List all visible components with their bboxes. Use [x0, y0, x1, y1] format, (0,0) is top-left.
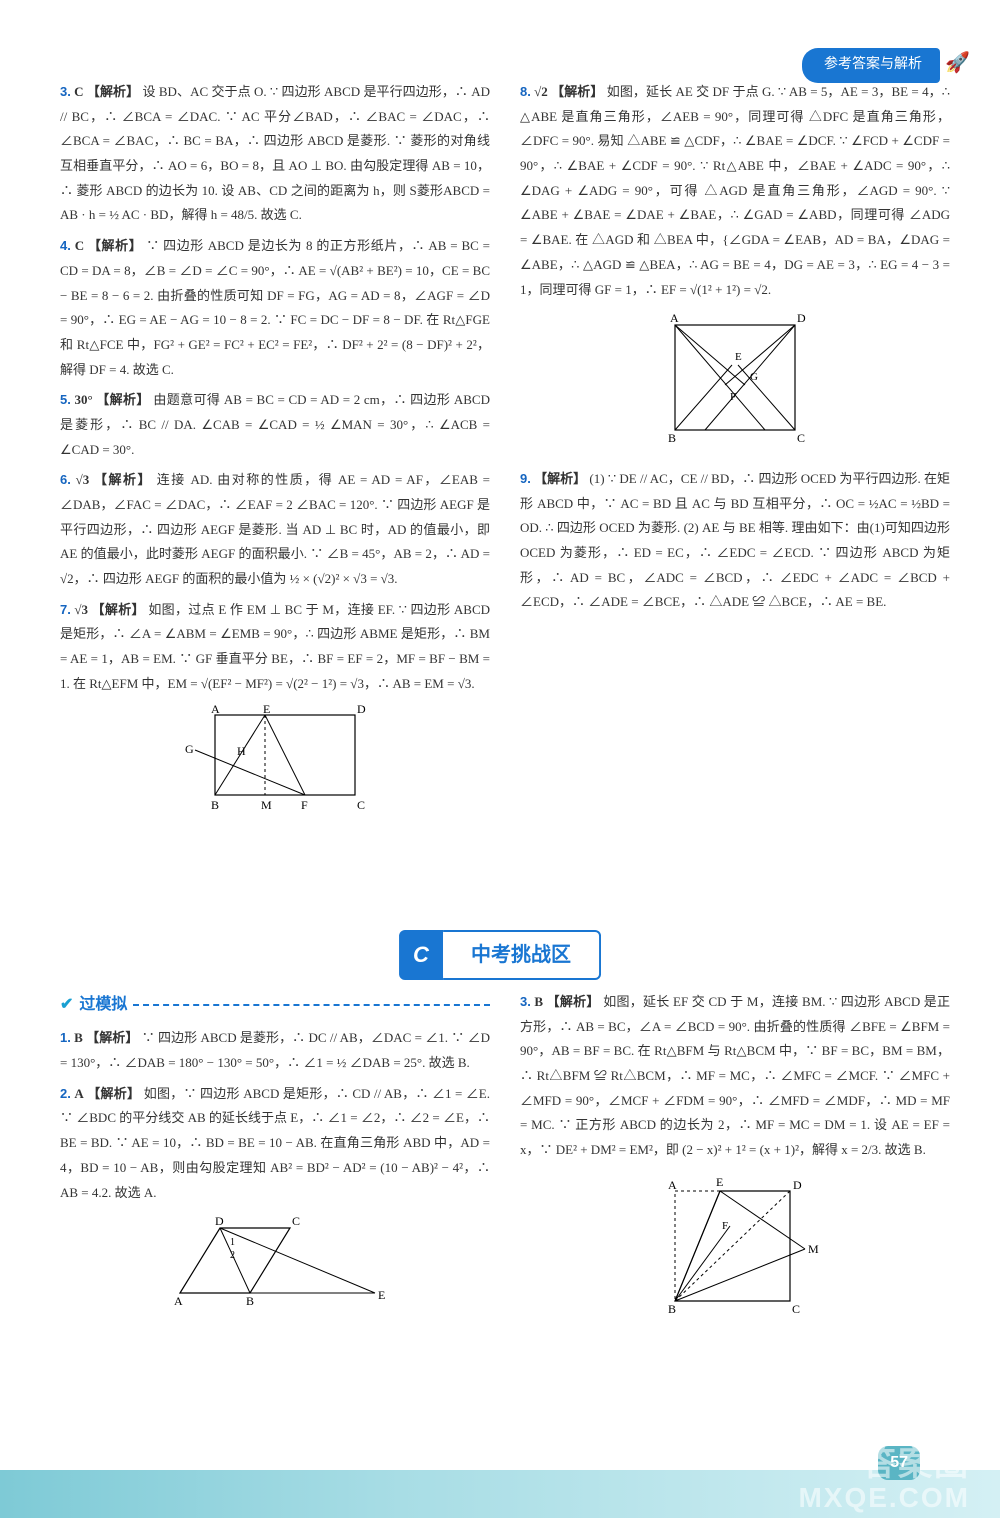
- svg-text:F: F: [301, 798, 308, 812]
- item-tag: 【解析】: [88, 238, 142, 253]
- check-icon: ✔: [60, 990, 73, 1020]
- svg-text:B: B: [246, 1294, 254, 1308]
- item-tag: 【解析】: [96, 392, 150, 407]
- item-num: 3.: [520, 994, 531, 1009]
- lower-right-column: 3. B 【解析】 如图，延长 EF 交 CD 于 M，连接 BM. ∵ 四边形…: [520, 990, 950, 1338]
- svg-text:D: D: [793, 1178, 802, 1192]
- svg-text:2: 2: [230, 1250, 235, 1261]
- svg-text:B: B: [668, 431, 676, 445]
- svg-text:A: A: [670, 311, 679, 325]
- item-body: 设 BD、AC 交于点 O. ∵ 四边形 ABCD 是平行四边形，∴ AD //…: [60, 84, 490, 222]
- item-tag: 【解析】: [551, 84, 603, 99]
- item-tag: 【解析】: [86, 1030, 138, 1045]
- figure-2: D C 1 2 A B E: [60, 1213, 490, 1317]
- item-8: 8. √2 【解析】 如图，延长 AE 交 DF 于点 G. ∵ AB = 5，…: [520, 80, 950, 302]
- item-num: 7.: [60, 602, 71, 617]
- lower-content: ✔ 过模拟 1. B 【解析】 ∵ 四边形 ABCD 是菱形，∴ DC // A…: [60, 990, 950, 1338]
- section-letter: C: [399, 930, 443, 980]
- item-5: 5. 30° 【解析】 由题意可得 AB = BC = CD = AD = 2 …: [60, 388, 490, 462]
- svg-text:M: M: [808, 1242, 819, 1256]
- svg-text:F: F: [730, 391, 736, 403]
- svg-text:1: 1: [230, 1237, 235, 1248]
- svg-text:D: D: [215, 1214, 224, 1228]
- item-ans: √3: [76, 472, 90, 487]
- item-tag: 【解析】: [94, 472, 152, 487]
- item-ans: B: [74, 1030, 83, 1045]
- item-9: 9. 【解析】 (1) ∵ DE // AC，CE // BD，∴ 四边形 OC…: [520, 467, 950, 615]
- item-tag: 【解析】: [92, 602, 145, 617]
- svg-text:D: D: [797, 311, 806, 325]
- svg-text:E: E: [735, 351, 742, 363]
- item-ans: A: [74, 1086, 83, 1101]
- item-body: (1) ∵ DE // AC，CE // BD，∴ 四边形 OCED 为平行四边…: [520, 471, 950, 609]
- item-body: ∵ 四边形 ABCD 是边长为 8 的正方形纸片，∴ AB = BC = CD …: [60, 238, 490, 376]
- figure-7: A E D G H B M F C: [60, 705, 490, 824]
- lower-item-1: 1. B 【解析】 ∵ 四边形 ABCD 是菱形，∴ DC // AB，∠DAC…: [60, 1026, 490, 1075]
- sub-header: ✔ 过模拟: [60, 990, 490, 1020]
- lower-item-2: 2. A 【解析】 如图，∵ 四边形 ABCD 是矩形，∴ CD // AB，∴…: [60, 1082, 490, 1205]
- figure-8: A D E G F B C: [520, 310, 950, 459]
- item-num: 2.: [60, 1086, 71, 1101]
- svg-text:H: H: [237, 744, 246, 758]
- item-num: 8.: [520, 84, 531, 99]
- item-ans: C: [75, 238, 84, 253]
- watermark-cn: 答案圈: [798, 1446, 970, 1483]
- item-tag: 【解析】: [87, 1086, 140, 1101]
- item-num: 9.: [520, 471, 531, 486]
- watermark: 答案圈 MXQE.COM: [798, 1446, 970, 1514]
- item-tag: 【解析】: [87, 84, 139, 99]
- item-6: 6. √3 【解析】 连接 AD. 由对称的性质，得 AE = AD = AF，…: [60, 468, 490, 591]
- svg-text:M: M: [261, 798, 272, 812]
- item-num: 4.: [60, 238, 71, 253]
- figure-3: A E D F M B C: [520, 1171, 950, 1330]
- item-ans: B: [534, 994, 543, 1009]
- rocket-icon: 🚀: [945, 44, 970, 82]
- watermark-en: MXQE.COM: [798, 1483, 970, 1514]
- section-badge: C 中考挑战区: [399, 930, 601, 980]
- item-num: 3.: [60, 84, 71, 99]
- header-badge: 参考答案与解析: [802, 48, 940, 83]
- item-ans: C: [74, 84, 83, 99]
- svg-text:E: E: [263, 705, 270, 716]
- upper-content: 3. C 【解析】 设 BD、AC 交于点 O. ∵ 四边形 ABCD 是平行四…: [60, 80, 950, 831]
- svg-text:F: F: [722, 1220, 728, 1232]
- item-body: 连接 AD. 由对称的性质，得 AE = AD = AF，∠EAB = ∠DAB…: [60, 472, 490, 586]
- header-text: 参考答案与解析: [824, 52, 922, 79]
- item-ans: √2: [534, 84, 548, 99]
- svg-text:E: E: [716, 1175, 723, 1189]
- item-body: 如图，延长 EF 交 CD 于 M，连接 BM. ∵ 四边形 ABCD 是正方形…: [520, 994, 950, 1157]
- item-ans: √3: [74, 602, 88, 617]
- item-4: 4. C 【解析】 ∵ 四边形 ABCD 是边长为 8 的正方形纸片，∴ AB …: [60, 234, 490, 382]
- svg-text:A: A: [174, 1294, 183, 1308]
- svg-text:A: A: [668, 1178, 677, 1192]
- svg-text:D: D: [357, 705, 366, 716]
- left-column: 3. C 【解析】 设 BD、AC 交于点 O. ∵ 四边形 ABCD 是平行四…: [60, 80, 490, 831]
- lower-item-3: 3. B 【解析】 如图，延长 EF 交 CD 于 M，连接 BM. ∵ 四边形…: [520, 990, 950, 1163]
- section-title: 中考挑战区: [443, 930, 601, 980]
- item-7: 7. √3 【解析】 如图，过点 E 作 EM ⊥ BC 于 M，连接 EF. …: [60, 598, 490, 697]
- item-body: 如图，∵ 四边形 ABCD 是矩形，∴ CD // AB，∴ ∠1 = ∠E. …: [60, 1086, 490, 1200]
- item-num: 1.: [60, 1030, 71, 1045]
- svg-text:G: G: [750, 371, 758, 383]
- lower-left-column: ✔ 过模拟 1. B 【解析】 ∵ 四边形 ABCD 是菱形，∴ DC // A…: [60, 990, 490, 1338]
- svg-text:G: G: [185, 742, 194, 756]
- svg-text:A: A: [211, 705, 220, 716]
- right-column: 8. √2 【解析】 如图，延长 AE 交 DF 于点 G. ∵ AB = 5，…: [520, 80, 950, 831]
- svg-text:C: C: [292, 1214, 300, 1228]
- svg-text:E: E: [378, 1288, 385, 1302]
- item-tag: 【解析】: [547, 994, 600, 1009]
- item-num: 6.: [60, 472, 71, 487]
- svg-text:B: B: [211, 798, 219, 812]
- svg-text:C: C: [792, 1302, 800, 1316]
- item-tag: 【解析】: [534, 471, 586, 486]
- sub-title: 过模拟: [79, 990, 127, 1020]
- dash-line: [133, 1004, 490, 1006]
- item-ans: 30°: [74, 392, 92, 407]
- item-body: 如图，延长 AE 交 DF 于点 G. ∵ AB = 5，AE = 3，BE =…: [520, 84, 950, 297]
- item-num: 5.: [60, 392, 71, 407]
- svg-text:C: C: [797, 431, 805, 445]
- item-3: 3. C 【解析】 设 BD、AC 交于点 O. ∵ 四边形 ABCD 是平行四…: [60, 80, 490, 228]
- svg-text:C: C: [357, 798, 365, 812]
- svg-text:B: B: [668, 1302, 676, 1316]
